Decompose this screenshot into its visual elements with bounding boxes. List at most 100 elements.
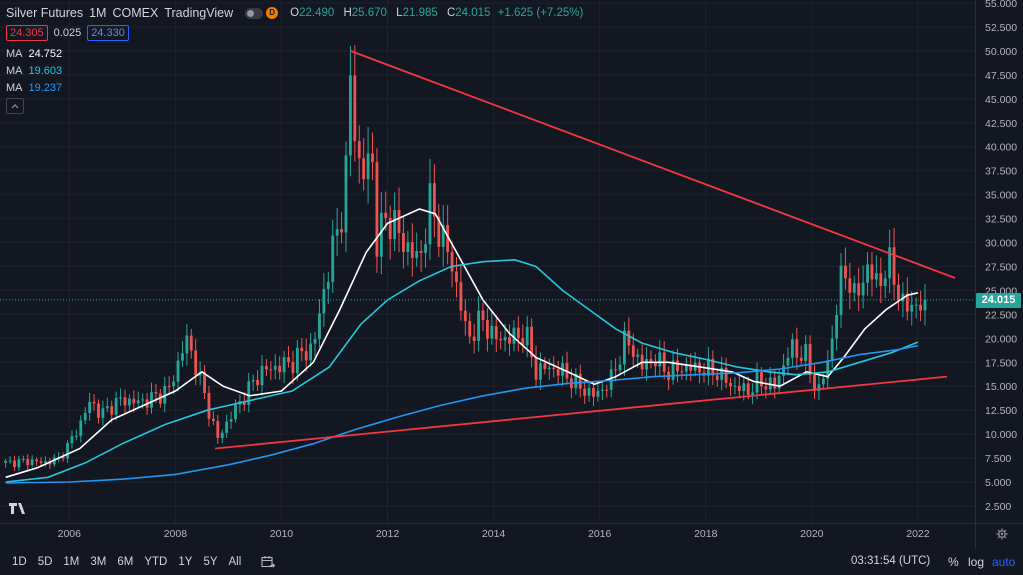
chevron-up-icon: [11, 104, 19, 109]
y-tick-label: 5.000: [985, 477, 1011, 489]
x-tick-label: 2016: [588, 528, 612, 540]
candle-body: [291, 362, 295, 374]
candle-body: [167, 385, 171, 387]
candle-body: [715, 375, 719, 380]
range-6m[interactable]: 6M: [117, 556, 134, 568]
range-1y[interactable]: 1Y: [178, 556, 193, 568]
delayed-badge[interactable]: D: [266, 7, 279, 19]
y-tick-label: 10.000: [985, 429, 1017, 441]
candle-body: [154, 392, 158, 394]
ohlc-low: 21.985: [402, 7, 438, 19]
symbol-name[interactable]: Silver Futures: [6, 6, 84, 20]
ohlc-values: O22.490 H25.670 L21.985 C24.015 +1.625 (…: [284, 7, 583, 19]
candle-body: [892, 247, 896, 285]
trendline-lower: [215, 375, 948, 450]
candle-body: [530, 326, 534, 358]
candle-body: [353, 75, 357, 142]
candle-body: [463, 310, 467, 322]
candle-body: [486, 320, 489, 339]
range-5d[interactable]: 5D: [37, 556, 53, 568]
candle-body: [737, 385, 741, 392]
candle-body: [92, 401, 96, 404]
chart-legend: Silver Futures 1M COMEX TradingView D O2…: [6, 4, 583, 114]
candle-body: [397, 209, 401, 234]
candle-body: [547, 367, 551, 370]
ma-3-value: 19.237: [28, 81, 63, 94]
ma-row-2[interactable]: MA 19.603: [6, 62, 583, 79]
candle-body: [813, 375, 816, 392]
candle-body: [419, 250, 423, 253]
y-tick-label: 55.000: [985, 0, 1017, 10]
y-tick-label: 37.500: [985, 166, 1017, 178]
candle-body: [609, 369, 613, 390]
candles-layer: [4, 45, 927, 472]
interval-label[interactable]: 1M: [89, 6, 107, 20]
ma-row-3[interactable]: MA 19.237: [6, 79, 583, 96]
source-label: TradingView: [164, 6, 234, 20]
ask-button[interactable]: 24.330: [87, 25, 129, 41]
tradingview-logo-icon: [9, 503, 25, 514]
candle-body: [645, 358, 648, 370]
candle-body: [269, 369, 273, 371]
candle-body: [596, 390, 600, 397]
candle-body: [919, 304, 922, 311]
visibility-toggle-icon[interactable]: [245, 7, 264, 19]
ma-row-1[interactable]: MA 24.752: [6, 45, 583, 62]
collapse-legend-button[interactable]: [6, 98, 24, 114]
percent-scale-toggle[interactable]: %: [948, 555, 959, 569]
range-1m[interactable]: 1M: [63, 556, 80, 568]
y-tick-label: 50.000: [985, 46, 1017, 58]
candle-body: [574, 373, 578, 389]
candle-body: [605, 389, 609, 391]
range-3m[interactable]: 3M: [90, 556, 107, 568]
range-ytd[interactable]: YTD: [144, 556, 168, 568]
gear-icon[interactable]: [996, 528, 1008, 540]
candle-body: [39, 461, 43, 463]
candle-body: [450, 251, 454, 272]
ma-1-name: MA: [6, 47, 23, 60]
range-all[interactable]: All: [228, 556, 242, 568]
tradingview-logo: [9, 503, 25, 514]
candle-body: [751, 392, 755, 395]
candle-body: [229, 419, 233, 422]
bid-button[interactable]: 24.305: [6, 25, 48, 41]
candle-body: [490, 325, 494, 339]
ohlc-low-key: L: [396, 7, 403, 19]
price-chart[interactable]: 2.500 5.000 7.500 10.000 12.500 15.000 17.500 2…: [0, 0, 1023, 549]
auto-scale-toggle[interactable]: auto: [992, 555, 1016, 569]
candle-body: [189, 335, 193, 351]
candle-body: [499, 339, 503, 341]
range-5y[interactable]: 5Y: [203, 556, 218, 568]
candle-body: [70, 436, 74, 444]
candle-body: [326, 281, 330, 290]
candle-body: [707, 358, 710, 376]
log-scale-toggle[interactable]: log: [968, 555, 985, 569]
candle-body: [552, 367, 556, 370]
candle-body: [618, 364, 622, 371]
candle-body: [914, 304, 918, 306]
bottom-toolbar: 1D 5D 1M 3M 6M YTD 1Y 5Y All: [0, 549, 1023, 575]
x-tick-label: 2006: [58, 528, 82, 540]
candle-body: [318, 313, 321, 340]
candle-body: [649, 358, 653, 362]
candle-body: [295, 347, 299, 374]
candle-body: [724, 367, 728, 383]
y-tick-label: 32.500: [985, 214, 1017, 226]
candle-body: [733, 385, 737, 387]
candle-body: [848, 278, 852, 293]
candle-body: [247, 381, 251, 405]
candle-body: [760, 372, 763, 387]
utc-clock[interactable]: 03:31:54 (UTC): [851, 555, 931, 567]
ohlc-open: 22.490: [299, 7, 335, 19]
spread-value: 0.025: [53, 27, 82, 39]
candle-body: [322, 289, 326, 314]
candle-body: [525, 326, 529, 346]
candle-body: [424, 244, 427, 253]
candle-body: [494, 325, 498, 340]
range-1d[interactable]: 1D: [12, 556, 27, 568]
candle-body: [556, 369, 560, 376]
go-to-date-icon[interactable]: [261, 555, 276, 569]
y-tick-label: 45.000: [985, 94, 1017, 106]
ma-1-value: 24.752: [28, 47, 63, 60]
candle-body: [852, 283, 856, 293]
